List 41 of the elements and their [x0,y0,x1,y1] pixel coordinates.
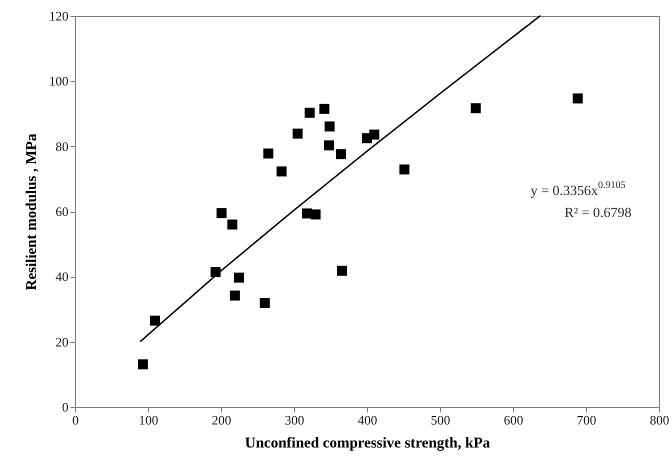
x-tick-label: 0 [72,412,79,428]
x-tick-label: 200 [212,412,232,428]
point [263,148,274,158]
point [230,290,240,301]
point [324,140,334,150]
point [227,220,238,230]
point [310,209,321,220]
annotation: R² = 0.6798 [564,206,632,221]
point [319,104,330,114]
line-series [140,15,541,342]
y-tick-label: 100 [49,74,68,89]
point [470,103,481,114]
point [216,208,227,218]
point [369,130,380,140]
y-tick-label: 120 [49,8,68,24]
x-tick-label: 700 [576,412,596,428]
point [292,128,303,139]
x-tick-label: 400 [358,412,378,428]
point [138,359,148,370]
point [234,272,244,283]
point [304,108,315,118]
x-tick-label: 100 [138,412,158,428]
point [150,316,160,326]
y-axis-title: Resilient modulus , MPa [24,133,40,290]
point [324,121,335,132]
y-tick-label: 60 [56,204,68,219]
point [260,298,270,308]
x-axis-title: Unconfined compressive strength, kPa [244,436,491,452]
y-tick-label: 0 [62,400,68,414]
y-tick-label: 40 [56,269,68,284]
point [337,266,348,276]
point [276,166,287,176]
point [336,149,346,160]
point [572,93,583,104]
y-tick-label: 80 [56,138,68,154]
point [399,164,410,174]
x-tick-label: 500 [430,412,450,428]
x-tick-label: 300 [284,412,304,428]
x-tick-label: 800 [650,412,670,428]
y-tick-label: 20 [56,334,68,350]
x-tick-label: 600 [504,412,524,428]
